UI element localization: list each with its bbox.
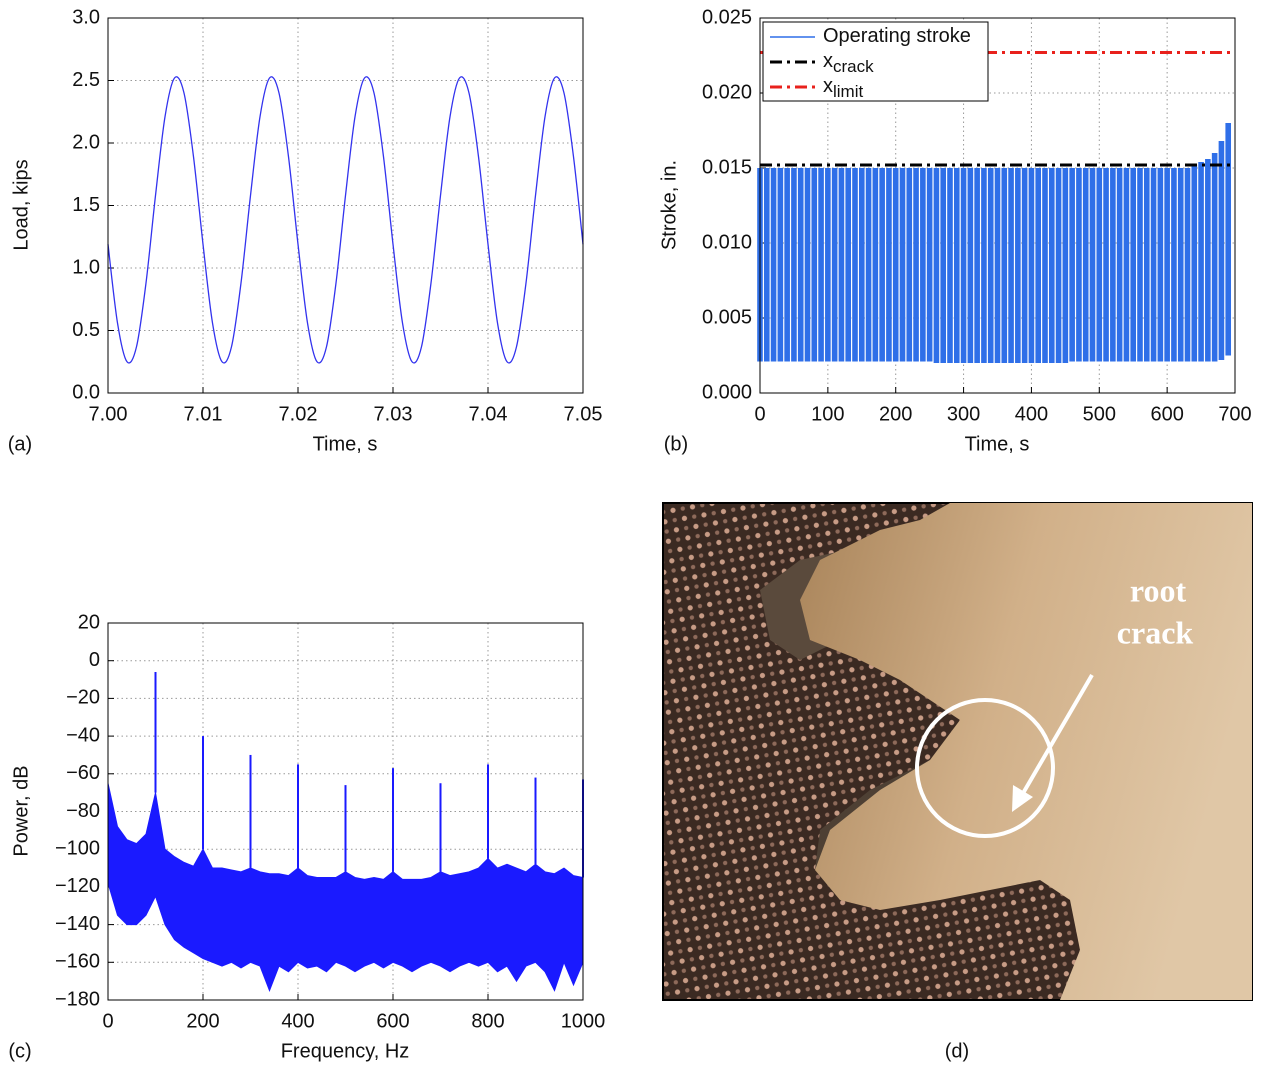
gear [800, 503, 1252, 1000]
x-tick-label: 7.02 [279, 403, 318, 425]
x-tick-label: 7.05 [564, 403, 603, 425]
x-tick-label: 0 [754, 403, 765, 425]
y-axis-label: Stroke, in. [658, 160, 680, 250]
panel-label: (a) [8, 433, 32, 455]
photo: root crack (d) [662, 502, 1253, 1062]
y-tick-label: −60 [66, 762, 100, 784]
legend-name: Operating stroke [823, 25, 971, 47]
annotation: crack [1117, 614, 1194, 650]
x-tick-label: 0 [102, 1010, 113, 1032]
plot-area [108, 18, 583, 393]
y-tick-label: 2.0 [72, 131, 100, 153]
x-tick-label: 800 [471, 1010, 504, 1032]
y-tick-label: −100 [55, 837, 100, 859]
y-tick-label: 3.0 [72, 6, 100, 28]
y-tick-label: 2.5 [72, 69, 100, 91]
y-tick-label: −20 [66, 687, 100, 709]
y-axis-label: Load, kips [10, 159, 32, 250]
y-tick-label: 0.000 [702, 381, 752, 403]
x-tick-label: 300 [947, 403, 980, 425]
x-tick-label: 700 [1218, 403, 1251, 425]
x-tick-label: 600 [1150, 403, 1183, 425]
y-tick-label: 0.020 [702, 81, 752, 103]
legend-label: xlimit [823, 75, 863, 101]
chart: 0 200 400 600 800 1000200−20−40−60−80−100−120… [8, 611, 605, 1062]
panel-label: (c) [8, 1040, 31, 1062]
panel-label: (b) [664, 433, 688, 455]
y-tick-label: 0.010 [702, 231, 752, 253]
x-tick-label: 7.03 [374, 403, 413, 425]
y-tick-label: 0.025 [702, 6, 752, 28]
plot-frame [107, 17, 584, 394]
y-tick-label: −160 [55, 951, 100, 973]
chart: 0 100 200 300 400 500 600 700 0.000 0.005 0.010 0.0… [658, 6, 1251, 455]
arrow-shaft [1020, 673, 1094, 797]
y-tick-label: −120 [55, 875, 100, 897]
y-tick-label: 1.0 [72, 256, 100, 278]
line [107, 76, 584, 364]
chart: 7.00 7.01 7.02 7.03 7.04 7.05 0.0 0.5 1.0 1.5 2.0 2… [8, 6, 603, 455]
y-tick-label: −80 [66, 800, 100, 822]
y-tick-label: −180 [55, 988, 100, 1010]
x-axis-label: Time, s [313, 433, 378, 455]
legend-name: x [823, 75, 833, 97]
x-tick-label: 7.01 [184, 403, 223, 425]
y-tick-label: 1.5 [72, 194, 100, 216]
y-axis-label: Power, dB [10, 765, 32, 856]
x-tick-label: 500 [1083, 403, 1116, 425]
x-tick-label: 600 [376, 1010, 409, 1032]
legend-subscript: limit [833, 82, 863, 101]
crack-circle [915, 698, 1055, 838]
x-tick-label: 1000 [561, 1010, 606, 1032]
y-tick-label: 0.015 [702, 156, 752, 178]
arrow-head [1012, 785, 1033, 812]
y-tick-label: −140 [55, 913, 100, 935]
annotation: root [1130, 572, 1187, 608]
x-tick-label: 7.04 [469, 403, 508, 425]
x-tick-label: 7.00 [89, 403, 128, 425]
plot-frame [759, 17, 1236, 394]
x-tick-label: 200 [879, 403, 912, 425]
legend-name: x [823, 50, 833, 72]
legend-subscript: crack [833, 57, 874, 76]
y-tick-label: 0.5 [72, 319, 100, 341]
x-tick-label: 400 [1015, 403, 1048, 425]
y-tick-label: 0.0 [72, 381, 100, 403]
y-tick-label: 20 [78, 611, 100, 633]
y-tick-label: −40 [66, 724, 100, 746]
legend-label: Operating stroke [823, 25, 971, 47]
x-tick-label: 100 [811, 403, 844, 425]
x-tick-label: 400 [281, 1010, 314, 1032]
legend-label: xcrack [823, 50, 874, 76]
x-axis-label: Frequency, Hz [281, 1040, 410, 1062]
plot-frame [107, 622, 584, 1001]
x-axis-label: Time, s [965, 433, 1030, 455]
x-tick-label: 200 [186, 1010, 219, 1032]
y-tick-label: 0.005 [702, 306, 752, 328]
y-tick-label: 0 [89, 649, 100, 671]
panel-label: (d) [945, 1040, 969, 1062]
